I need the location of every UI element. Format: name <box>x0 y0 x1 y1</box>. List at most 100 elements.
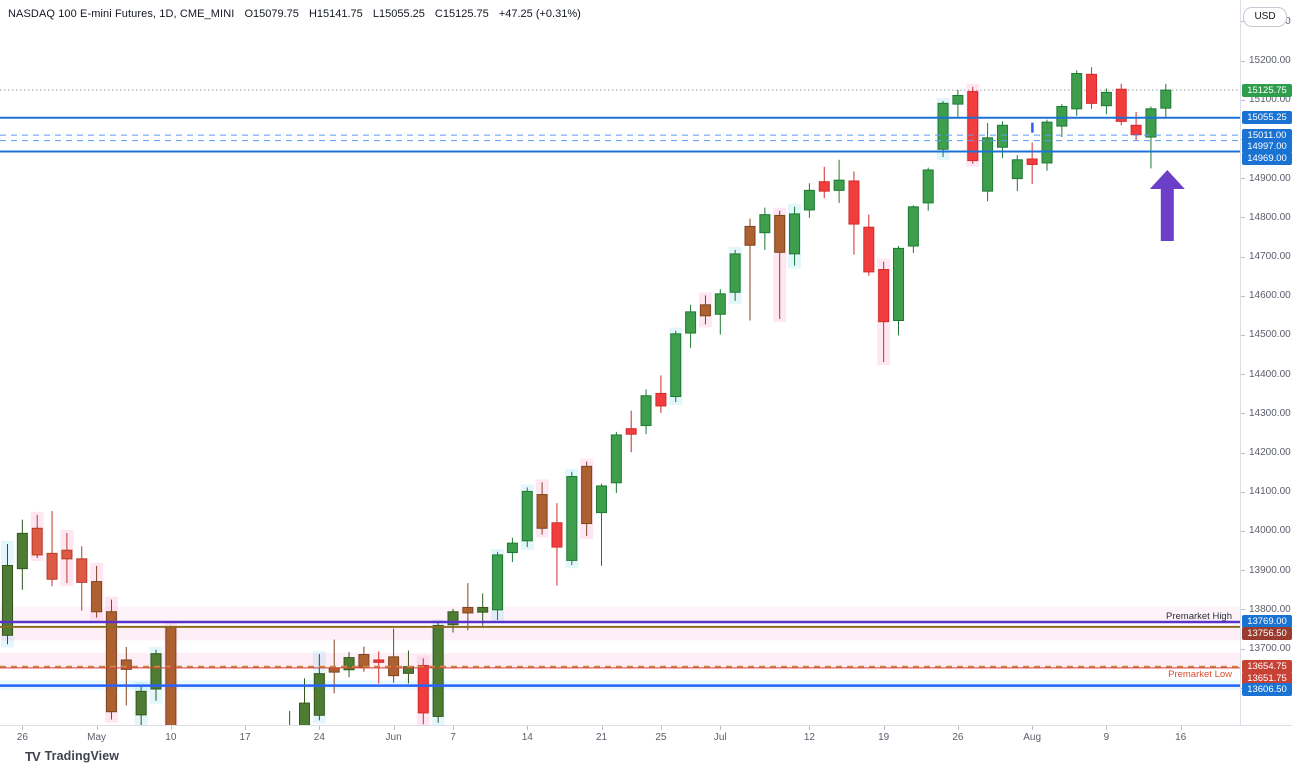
time-axis-label-10: 10 <box>165 732 177 743</box>
candle-may-24 <box>313 673 325 716</box>
price-axis-label: 14700.00 <box>1249 251 1291 262</box>
currency-toggle-button[interactable]: USD <box>1243 7 1287 27</box>
price-axis-label: 14400.00 <box>1249 368 1291 380</box>
candle-apr-29 <box>61 549 73 560</box>
price-axis-label: 13700.00 <box>1249 643 1291 654</box>
time-axis[interactable]: 26 May 10 17 24 Jun 7 14 21 25 Jul 12 19 26 Aug 9 16 <box>0 725 1292 748</box>
candle-aug-10 <box>1115 88 1127 122</box>
candle-jun-29 <box>685 311 697 334</box>
candle-jun-15 <box>536 494 548 529</box>
ohlc-close: C15125.75 <box>434 8 489 20</box>
candle-aug-3 <box>1041 121 1053 164</box>
candle-jul-23 <box>937 102 949 150</box>
time-axis-tick <box>957 726 959 730</box>
candle-jul-12 <box>803 189 815 211</box>
up-arrow-annotation[interactable] <box>1149 169 1185 241</box>
candle-may-6 <box>135 690 147 716</box>
time-axis-tick <box>245 726 247 730</box>
candle-jul-22 <box>922 169 934 204</box>
candle-may-4 <box>105 611 117 713</box>
time-axis-label-Jul: Jul <box>713 732 727 743</box>
time-axis-tick <box>453 726 454 730</box>
tradingview-logo-text: TradingView <box>44 749 120 763</box>
candle-jun-16 <box>551 522 563 548</box>
candle-may-7 <box>150 653 162 690</box>
candle-jul-8 <box>774 214 786 253</box>
candle-may-21 <box>299 702 310 725</box>
price-badge-13756.50: 13756.50 <box>1242 626 1292 640</box>
candle-aug-13 <box>1160 89 1172 109</box>
candle-jul-14 <box>833 179 845 191</box>
time-axis-tick <box>170 726 172 730</box>
price-axis-tick <box>1241 178 1245 180</box>
time-axis-label-Aug: Aug <box>1023 732 1042 743</box>
highlight-zone <box>0 652 1240 670</box>
price-axis-label: 13800.00 <box>1249 603 1291 615</box>
price-axis[interactable]: 15300.0015200.0015100.0015000.0014900.00… <box>1240 0 1292 745</box>
candle-aug-11 <box>1130 124 1142 136</box>
symbol-legend[interactable]: NASDAQ 100 E-mini Futures, 1D, CME_MINI … <box>8 8 588 22</box>
candle-jun-23 <box>625 428 637 435</box>
price-pane[interactable]: Premarket High Premarket Low <box>0 0 1240 725</box>
candle-jul-15 <box>848 180 860 225</box>
time-axis-label-Jun: Jun <box>385 732 402 743</box>
candle-jul-16 <box>863 226 875 273</box>
time-axis-tick <box>1106 726 1108 730</box>
time-axis-tick <box>809 726 811 730</box>
price-axis-tick <box>1241 570 1245 572</box>
candle-apr-23 <box>2 565 13 636</box>
highlight-zone <box>0 627 1240 641</box>
price-axis-label: 14000.00 <box>1249 525 1291 537</box>
candle-jun-14 <box>521 490 533 542</box>
ohlc-low: L15055.25 <box>372 8 425 20</box>
price-axis-label: 15200.00 <box>1249 55 1291 66</box>
candle-jun-4 <box>432 624 444 717</box>
drawing-handle[interactable] <box>1031 122 1034 133</box>
candle-jul-19 <box>878 269 890 323</box>
candle-jun-10 <box>492 554 504 611</box>
time-axis-label-24: 24 <box>313 732 325 743</box>
price-axis-tick <box>1241 491 1245 493</box>
time-axis-label-26: 26 <box>952 732 964 743</box>
price-axis-tick <box>1241 217 1245 219</box>
time-axis-tick <box>883 726 885 730</box>
candle-jun-9 <box>477 606 489 613</box>
candle-jul-26 <box>952 94 964 105</box>
price-badge-14969.00: 14969.00 <box>1242 151 1292 165</box>
time-axis-tick <box>393 726 395 730</box>
candle-jul-9 <box>789 213 801 255</box>
price-axis-tick <box>1241 334 1245 336</box>
candle-jun-30 <box>699 304 711 317</box>
candle-aug-4 <box>1056 105 1068 127</box>
price-axis-tick <box>1241 413 1245 415</box>
highlight-zone <box>0 606 1240 621</box>
price-axis-tick <box>1241 374 1245 376</box>
price-axis-label: 14800.00 <box>1249 211 1291 223</box>
price-axis-label: 14100.00 <box>1249 486 1291 498</box>
price-axis-label: 14600.00 <box>1249 290 1291 302</box>
candle-aug-6 <box>1086 73 1098 104</box>
tradingview-logo[interactable]: TV TradingView <box>25 747 119 765</box>
symbol-title[interactable]: NASDAQ 100 E-mini Futures, 1D, CME_MINI <box>8 8 235 20</box>
ohlc-open: O15079.75 <box>244 8 299 20</box>
time-axis-label-25: 25 <box>655 732 667 743</box>
premarket-high-label: Premarket High <box>1166 611 1232 622</box>
time-axis-tick <box>96 726 98 730</box>
time-axis-label-26: 26 <box>16 732 28 743</box>
candle-jul-27 <box>967 91 979 162</box>
time-axis-label-19: 19 <box>878 732 890 743</box>
time-axis-tick <box>527 726 529 730</box>
candle-jul-20 <box>893 247 904 322</box>
candle-jul-30 <box>1011 159 1023 180</box>
candle-may-25 <box>328 667 340 673</box>
time-axis-label-16: 16 <box>1175 732 1187 743</box>
price-axis-tick <box>1241 60 1245 62</box>
time-axis-label-17: 17 <box>239 732 251 743</box>
candle-jun-28 <box>670 333 682 398</box>
candle-apr-28 <box>46 552 58 580</box>
price-badge-13654.75: 13654.75 <box>1242 660 1292 674</box>
price-axis-label: 14500.00 <box>1249 329 1291 341</box>
candle-aug-9 <box>1100 91 1112 107</box>
candle-jul-1 <box>714 293 726 315</box>
